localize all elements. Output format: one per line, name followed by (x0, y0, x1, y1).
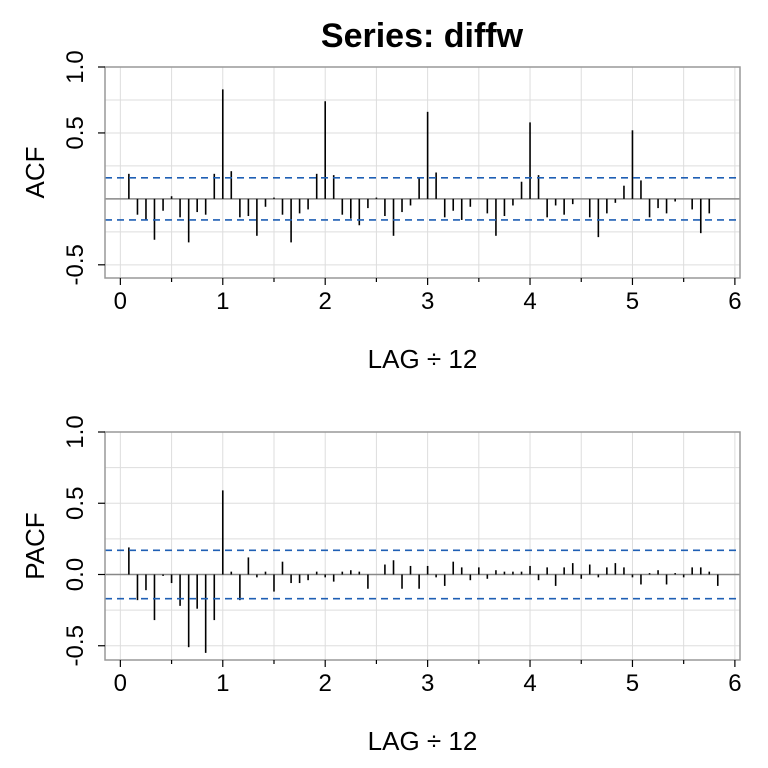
y-axis-label: PACF (20, 512, 50, 579)
y-tick-label: 0.5 (62, 116, 89, 149)
x-tick-label: 5 (626, 288, 639, 315)
pacf-panel: 0 1 2 3 4 5 6 -0.5 0.0 0.5 1.0 LAG ÷ 12 PACF (20, 415, 742, 756)
x-axis-label: LAG ÷ 12 (368, 344, 478, 374)
y-tick-label: 0.0 (62, 558, 89, 591)
y-axis-label: ACF (20, 147, 50, 199)
x-tick-label: 2 (319, 288, 332, 315)
plot-frame (104, 66, 741, 279)
acf-panel: 0 1 2 3 4 5 6 -0.5 0.5 1.0 LAG ÷ 12 ACF (20, 50, 742, 374)
x-tick-label: 0 (114, 670, 127, 697)
x-tick-label: 3 (421, 288, 434, 315)
chart-title: Series: diffw (321, 17, 524, 55)
y-tick-label: 0.5 (62, 487, 89, 520)
x-tick-label: 5 (626, 670, 639, 697)
x-tick-label: 6 (728, 288, 741, 315)
x-axis-label: LAG ÷ 12 (368, 726, 478, 756)
x-tick-label: 4 (523, 288, 536, 315)
plot-frame (104, 431, 741, 661)
y-tick-label: -0.5 (62, 625, 89, 666)
x-tick-label: 6 (728, 670, 741, 697)
x-tick-label: 0 (114, 288, 127, 315)
y-tick-label: -0.5 (62, 244, 89, 285)
y-tick-label: 1.0 (62, 50, 89, 83)
x-tick-label: 2 (319, 670, 332, 697)
x-tick-label: 4 (523, 670, 536, 697)
x-tick-label: 1 (216, 670, 229, 697)
x-tick-label: 3 (421, 670, 434, 697)
x-tick-label: 1 (216, 288, 229, 315)
y-tick-label: 1.0 (62, 415, 89, 448)
